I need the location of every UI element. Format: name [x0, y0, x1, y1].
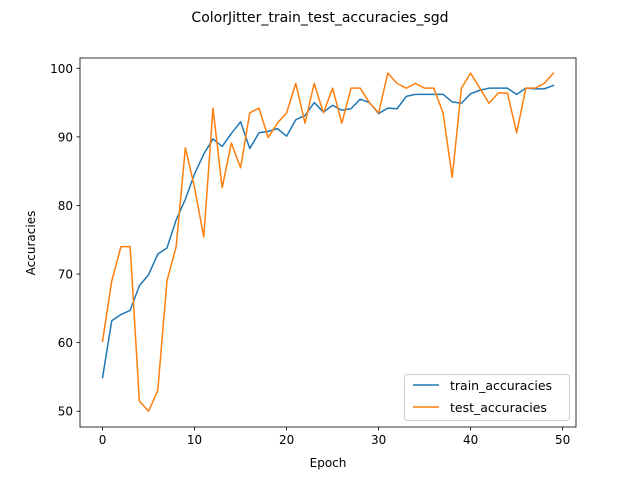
legend-box — [404, 374, 570, 421]
x-tick-label: 10 — [187, 433, 202, 447]
x-tick-label: 20 — [279, 433, 294, 447]
series-line-train_accuracies — [101, 84, 555, 379]
y-tick-label: 90 — [58, 130, 73, 144]
axes-frame — [79, 57, 577, 428]
x-tick-label: 40 — [463, 433, 478, 447]
x-tick-label: 50 — [555, 433, 570, 447]
y-tick-label: 70 — [58, 268, 73, 282]
series-line-test_accuracies — [101, 72, 555, 412]
legend-label-test: test_accuracies — [450, 400, 547, 415]
plot-area: 0 10 20 30 40 50 50 60 70 80 90 100 — [50, 57, 577, 447]
x-tick-label: 30 — [371, 433, 386, 447]
y-tick-label: 80 — [58, 199, 73, 213]
y-axis-label: Accuracies — [24, 211, 38, 276]
chart-title: ColorJitter_train_test_accuracies_sgd — [191, 10, 448, 26]
legend: train_accuracies test_accuracies — [404, 374, 570, 421]
y-tick-label: 50 — [58, 405, 73, 419]
x-tick-label: 0 — [99, 433, 107, 447]
x-axis-label: Epoch — [310, 456, 347, 470]
y-tick-label: 60 — [58, 336, 73, 350]
y-tick-label: 100 — [50, 62, 73, 76]
legend-label-train: train_accuracies — [450, 378, 552, 393]
